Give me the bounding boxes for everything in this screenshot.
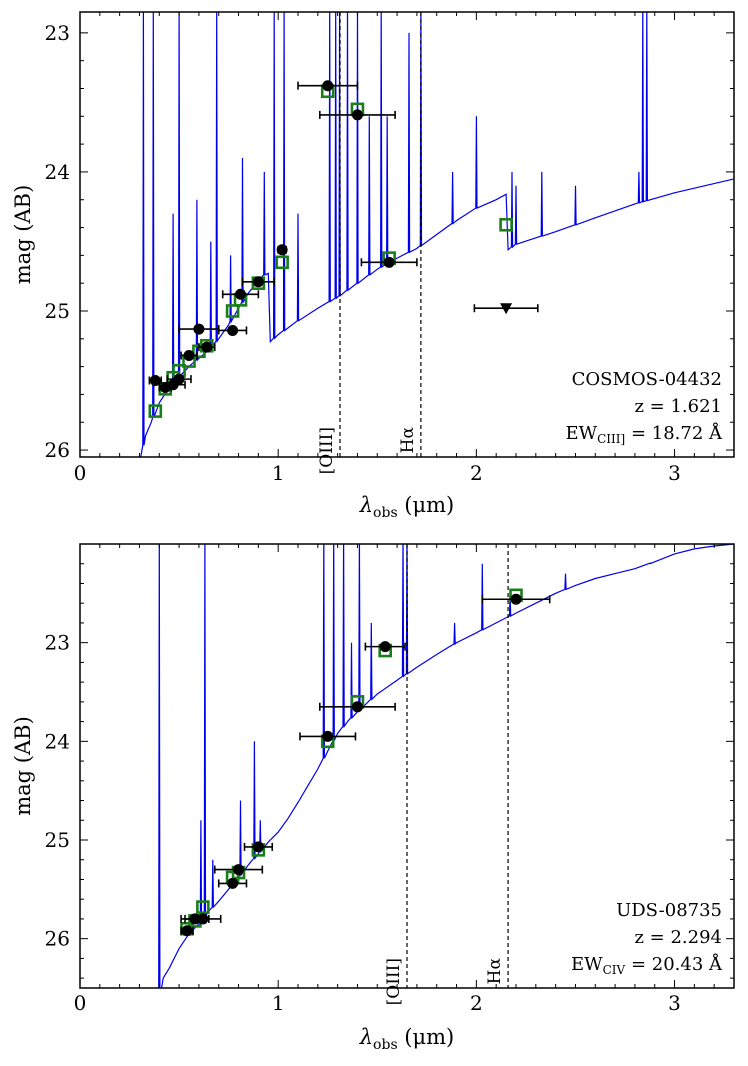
observed-photometry-point (351, 701, 363, 713)
observed-photometry-point (181, 925, 193, 937)
ew-label-symbol: EW (571, 954, 603, 975)
ew-label-value: = 18.72 Å (625, 422, 723, 444)
x-axis-label-sub: obs (373, 1037, 398, 1053)
x-tick-label: 2 (470, 991, 483, 1015)
y-tick-label: 25 (45, 299, 70, 323)
observed-photometry-point (276, 244, 288, 256)
object-id-label: UDS-08735 (616, 900, 722, 921)
observed-photometry-point (322, 80, 334, 92)
observed-photometry-point (227, 877, 239, 889)
model-photometry-point (275, 255, 289, 270)
model-photometry-point (225, 304, 240, 318)
model-photometry-point (499, 217, 513, 232)
observed-photometry-point (227, 324, 239, 336)
emission-line-label: Hα (398, 426, 418, 453)
model-photometry-point (196, 900, 210, 914)
model-photometry-point (148, 404, 163, 418)
observed-photometry-point (379, 641, 391, 653)
observed-photometry-point (183, 349, 195, 361)
observed-photometry-point (351, 109, 363, 121)
axes-frame (79, 11, 735, 458)
model-spectrum-line (158, 544, 734, 988)
observed-photometry-point (201, 341, 213, 353)
observed-photometry-point (322, 730, 334, 742)
ew-label-symbol: EW (565, 423, 597, 444)
y-tick-label: 23 (45, 21, 70, 45)
observed-photometry-point (233, 864, 245, 876)
x-tick-label: 3 (668, 991, 681, 1015)
observed-photometry-point (235, 288, 247, 300)
y-tick-label: 24 (45, 729, 70, 753)
x-tick-label: 2 (470, 461, 483, 485)
x-tick-label: 1 (272, 461, 285, 485)
x-axis-label-unit: (μm) (398, 493, 455, 517)
x-axis-label-unit: (μm) (398, 1025, 455, 1049)
emission-line-label: Hα (485, 957, 505, 984)
plot-area (140, 12, 734, 457)
y-tick-label: 24 (45, 160, 70, 184)
model-spectrum-line (140, 12, 734, 457)
x-axis-label-symbol: λ (359, 493, 373, 517)
x-axis-label-sub: obs (373, 505, 398, 521)
observed-photometry-point (510, 593, 522, 605)
x-axis-label: λobs (μm) (359, 493, 455, 521)
observed-photometry-point (252, 841, 264, 853)
ew-label-sub: CIII] (597, 432, 625, 446)
ew-label-value: = 20.43 Å (625, 953, 723, 975)
ew-label: EWCIV = 20.43 Å (571, 953, 723, 977)
axes-frame (79, 543, 735, 989)
y-tick-label: 26 (45, 927, 70, 951)
x-tick-label: 0 (74, 991, 87, 1015)
observed-photometry-point (197, 913, 209, 925)
x-tick-label: 3 (668, 461, 681, 485)
redshift-label: z = 2.294 (634, 927, 722, 948)
plot-area (158, 544, 734, 988)
observed-photometry-point (193, 323, 205, 335)
observed-photometry-point (252, 276, 264, 288)
observed-photometry-point (149, 375, 161, 387)
y-tick-label: 26 (45, 438, 70, 462)
redshift-label: z = 1.621 (634, 396, 722, 417)
observed-photometry-point (383, 256, 395, 268)
x-axis-label-symbol: λ (359, 1025, 373, 1049)
y-tick-label: 23 (45, 631, 70, 655)
object-id-label: COSMOS-04432 (572, 369, 722, 390)
y-axis-label: mag (AB) (11, 716, 35, 816)
emission-line-label: [OIII] (317, 427, 337, 474)
x-axis-label: λobs (μm) (359, 1025, 455, 1053)
emission-line-label: [OIII] (384, 958, 404, 1005)
observed-photometry-point (173, 373, 185, 385)
y-axis-label: mag (AB) (11, 185, 35, 285)
x-tick-label: 0 (74, 461, 87, 485)
ew-label-sub: CIV (603, 963, 626, 977)
ew-label: EWCIII] = 18.72 Å (565, 422, 723, 446)
y-tick-label: 25 (45, 828, 70, 852)
x-tick-label: 1 (272, 991, 285, 1015)
upper-limit-marker (500, 303, 513, 315)
